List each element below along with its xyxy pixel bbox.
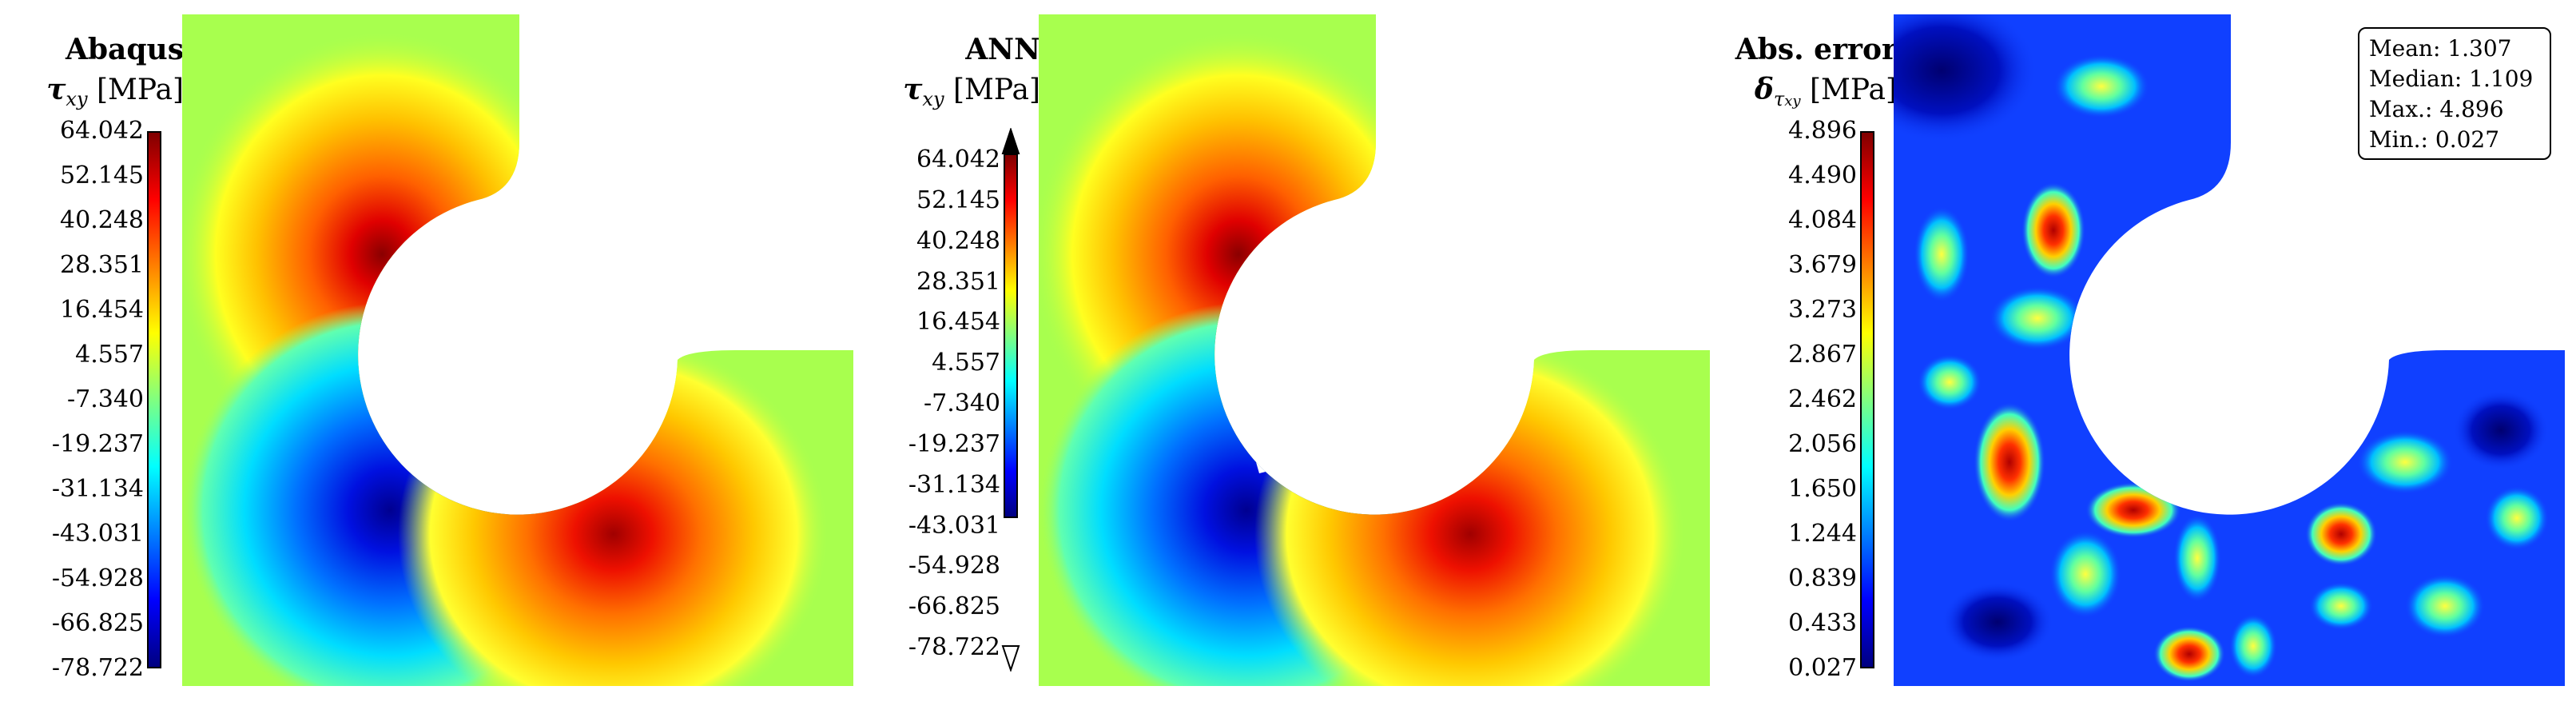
abaqus-header: Abaqus τxy [MPa]: [0, 34, 184, 122]
colorbar-tick-label: 4.557: [75, 341, 144, 369]
ann-header: ANN τxy [MPa]: [857, 34, 1040, 122]
colorbar-tick-label: 1.650: [1788, 475, 1857, 503]
colorbar-tick-label: 16.454: [60, 296, 144, 324]
stat-median: Median: 1.109: [2369, 66, 2534, 92]
colorbar-tick-label: 0.839: [1788, 564, 1857, 592]
colorbar-tick-label: 3.273: [1788, 296, 1857, 324]
colorbar-tick-label: 2.867: [1788, 341, 1857, 369]
colorbar-tick-label: 1.244: [1788, 520, 1857, 548]
colorbar-tick-label: -31.134: [51, 475, 144, 503]
colorbar-tick-label: 2.462: [1788, 385, 1857, 413]
colorbar-tick-label: 28.351: [916, 267, 1000, 296]
colorbar-tick-label: -7.340: [66, 385, 144, 413]
colorbar-tick-label: 28.351: [60, 251, 144, 279]
colorbar-tick-label: 2.056: [1788, 430, 1857, 458]
abaqus-colorbar: [147, 131, 161, 668]
colorbar-tick-label: 40.248: [60, 206, 144, 234]
ann-colorbar-label: τxy [MPa]: [903, 73, 1040, 110]
abaqus-colorbar-label: τxy [MPa]: [46, 73, 184, 110]
colorbar-tick-label: 4.084: [1788, 206, 1857, 234]
ann-colorbar: [1004, 154, 1018, 518]
colorbar-tick-label: 4.557: [932, 349, 1000, 377]
error-header: Abs. error δτxy [MPa]: [1713, 34, 1897, 122]
colorbar-tick-label: -54.928: [51, 564, 144, 592]
colorbar-tick-label: 52.145: [916, 185, 1000, 214]
colorbar-tick-label: -19.237: [51, 430, 144, 458]
stat-max: Max.: 4.896: [2369, 96, 2504, 122]
colorbar-tick-label: 0.433: [1788, 609, 1857, 637]
error-colorbar-ticks: 4.896 4.490 4.084 3.679 3.273 2.867 2.462 2.056…: [1697, 119, 1857, 680]
colorbar-tick-label: 3.679: [1788, 251, 1857, 279]
abaqus-panel: Abaqus τxy [MPa] 64.042 52.145 40.248 28.35…: [0, 0, 855, 702]
colorbar-tick-label: -43.031: [51, 520, 144, 548]
colorbar-tick-label: -78.722: [908, 633, 1000, 661]
colorbar-tick-label: -54.928: [908, 552, 1000, 580]
ann-stress-field: [1039, 14, 1710, 686]
colorbar-tick-label: -66.825: [51, 609, 144, 637]
colorbar-tick-label: 4.896: [1788, 117, 1857, 145]
error-colorbar: [1860, 131, 1874, 668]
error-colorbar-label: δτxy [MPa]: [1754, 73, 1897, 110]
error-statistics-box: Mean: 1.307 Median: 1.109 Max.: 4.896 Mi…: [2358, 27, 2551, 160]
colorbar-tick-label: -43.031: [908, 511, 1000, 540]
abaqus-stress-field: [182, 14, 853, 686]
colorbar-tick-label: 16.454: [916, 308, 1000, 337]
ann-panel: ANN τxy [MPa] 64.042 52.145 40.248 28.351 16…: [857, 0, 1711, 702]
colorbar-tick-label: -78.722: [51, 654, 144, 682]
colorbar-tick-label: 0.027: [1788, 654, 1857, 682]
error-title: Abs. error: [1735, 33, 1897, 66]
colorbar-tick-label: 40.248: [916, 226, 1000, 255]
abaqus-colorbar-ticks: 64.042 52.145 40.248 28.351 16.454 4.557 -7.34…: [0, 119, 144, 680]
colorbar-tick-label: 4.490: [1788, 162, 1857, 189]
ann-colorbar-arrows: [1001, 128, 1020, 672]
ann-colorbar-ticks: 64.042 52.145 40.248 28.351 16.454 4.557 -7.34…: [841, 148, 1000, 660]
colorbar-tick-label: -31.134: [908, 470, 1000, 499]
colorbar-tick-label: -66.825: [908, 592, 1000, 621]
error-panel: Abs. error δτxy [MPa] 4.896 4.490 4.084 3.6…: [1713, 0, 2568, 702]
abaqus-title: Abaqus: [65, 33, 184, 66]
stat-min: Min.: 0.027: [2369, 126, 2500, 153]
colorbar-tick-label: 52.145: [60, 162, 144, 189]
colorbar-tick-label: 64.042: [60, 117, 144, 145]
colorbar-tick-label: 64.042: [916, 146, 1000, 174]
stat-mean: Mean: 1.307: [2369, 35, 2512, 62]
error-field: [1894, 14, 2565, 686]
colorbar-tick-label: -7.340: [923, 389, 1000, 417]
ann-title: ANN: [965, 33, 1040, 66]
colorbar-tick-label: -19.237: [908, 429, 1000, 458]
